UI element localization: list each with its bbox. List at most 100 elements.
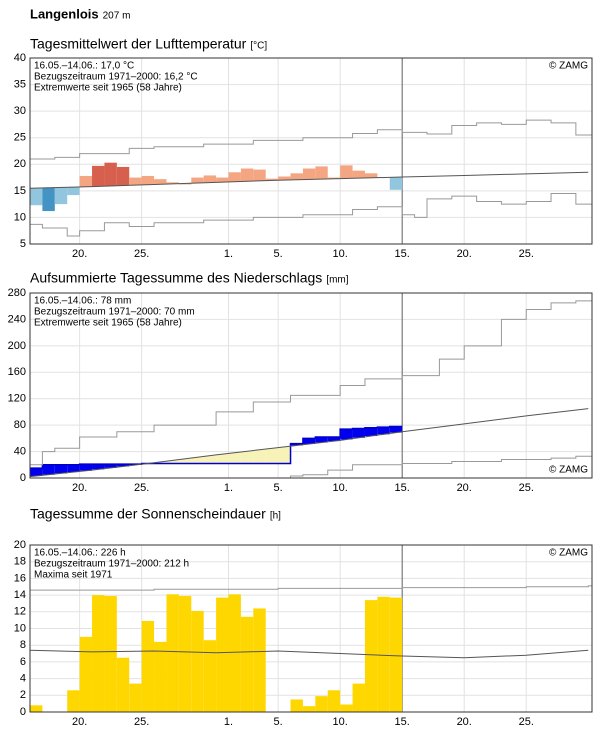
y-tick-label: 10: [14, 622, 26, 634]
reference-line: [29, 171, 589, 189]
deviation-area: [216, 454, 229, 464]
note: 16.05.–14.06.: 226 h: [34, 548, 126, 559]
chart-unit: [h]: [270, 511, 281, 522]
bar: [290, 699, 303, 712]
x-tick-label: 1.: [224, 482, 233, 494]
x-tick-label: 20.: [72, 716, 87, 728]
x-tick-label: 15.: [395, 716, 410, 728]
bar: [67, 187, 80, 196]
bar: [340, 704, 353, 712]
x-tick-label: 5.: [274, 482, 283, 494]
y-tick-label: 15: [14, 185, 26, 197]
bar: [240, 168, 254, 182]
bar: [315, 166, 328, 180]
note: Bezugszeitraum 1971–2000: 16,2 °C: [34, 72, 198, 83]
bar: [54, 187, 68, 205]
deviation-area: [42, 464, 55, 475]
y-tick-label: 35: [14, 78, 26, 90]
x-tick-label: 20.: [72, 482, 87, 494]
extreme-line: [30, 119, 592, 160]
bar: [141, 175, 155, 185]
bar: [191, 610, 204, 712]
deviation-area: [67, 464, 80, 473]
deviation-area: [104, 464, 117, 468]
note: Maxima seit 1971: [34, 570, 113, 581]
chart-unit: [mm]: [326, 275, 348, 286]
y-tick-label: 16: [14, 572, 26, 584]
bar: [377, 596, 390, 712]
bar: [104, 162, 117, 186]
extreme-line: [30, 193, 592, 237]
bar: [240, 616, 254, 712]
y-tick-label: 14: [14, 589, 26, 601]
deviation-area: [240, 451, 254, 464]
bar: [216, 177, 229, 183]
deviation-area: [228, 452, 241, 464]
bar: [30, 705, 43, 712]
bar: [302, 706, 316, 712]
y-tick-label: 18: [14, 556, 26, 568]
y-tick-label: 160: [8, 366, 26, 378]
x-tick-label: 5.: [274, 716, 283, 728]
plot-frame: [29, 544, 593, 713]
deviation-area: [315, 437, 328, 443]
y-tick-label: 10: [14, 211, 26, 223]
note: Extremwerte seit 1965 (58 Jahre): [34, 83, 182, 94]
note: Extremwerte seit 1965 (58 Jahre): [34, 318, 182, 329]
extreme-line: [30, 585, 592, 591]
bar: [228, 594, 241, 712]
x-tick-label: 25.: [519, 248, 534, 260]
y-tick-label: 5: [20, 238, 26, 250]
y-tick-label: 80: [14, 419, 26, 431]
bar: [315, 696, 328, 712]
bar: [154, 641, 167, 712]
credit: © ZAMG: [549, 548, 588, 559]
x-tick-label: 10.: [333, 716, 348, 728]
extreme-line: [30, 455, 592, 479]
bar: [278, 176, 291, 181]
y-tick-label: 30: [14, 105, 26, 117]
deviation-area: [290, 443, 303, 446]
note: 16.05.–14.06.: 78 mm: [34, 296, 131, 307]
bar: [253, 608, 266, 712]
y-tick-label: 8: [20, 639, 26, 651]
deviation-area: [178, 458, 192, 464]
bar: [327, 177, 341, 179]
station-name: Langenlois: [30, 6, 99, 21]
bar: [389, 597, 403, 712]
x-tick-label: 20.: [457, 482, 472, 494]
bar: [364, 600, 378, 712]
bar: [154, 179, 167, 185]
y-tick-label: 25: [14, 132, 26, 144]
deviation-area: [253, 449, 266, 464]
y-tick-label: 200: [8, 340, 26, 352]
bar: [327, 690, 341, 712]
x-tick-label: 25.: [519, 716, 534, 728]
bar: [42, 187, 55, 212]
bar: [302, 168, 316, 180]
deviation-area: [92, 464, 105, 470]
bar: [364, 173, 378, 178]
x-tick-label: 15.: [395, 482, 410, 494]
x-tick-label: 20.: [72, 248, 87, 260]
deviation-area: [302, 438, 316, 444]
x-tick-label: 1.: [224, 716, 233, 728]
deviation-area: [340, 429, 353, 440]
plot-frame: [29, 57, 593, 245]
deviation-area: [265, 448, 279, 464]
plot-frame: [29, 292, 593, 479]
y-tick-label: 280: [8, 287, 26, 299]
bar: [203, 175, 217, 183]
bar: [191, 177, 204, 183]
y-tick-label: 40: [14, 445, 26, 457]
deviation-area: [278, 446, 291, 464]
y-tick-label: 6: [20, 656, 26, 668]
x-tick-label: 1.: [224, 248, 233, 260]
bar: [253, 169, 266, 181]
x-tick-label: 25.: [134, 248, 149, 260]
bar: [166, 594, 179, 712]
x-tick-label: 25.: [134, 716, 149, 728]
y-tick-label: 0: [20, 472, 26, 484]
